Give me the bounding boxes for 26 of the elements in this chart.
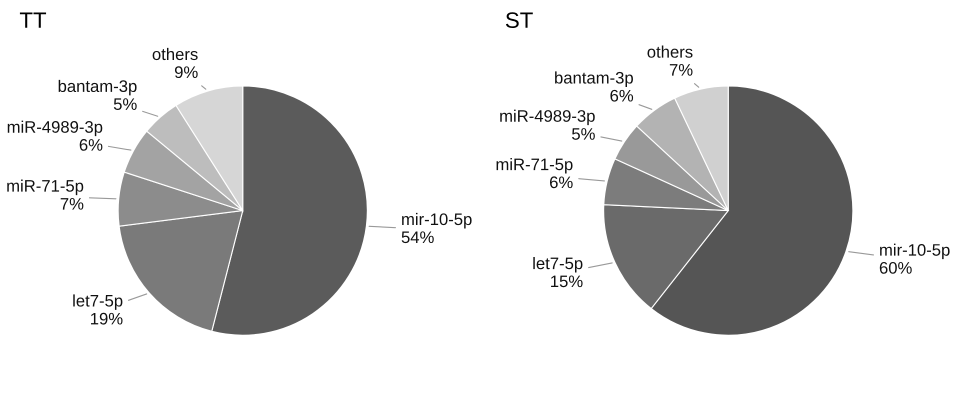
- slice-label: bantam-3p: [58, 80, 137, 96]
- slice-label: bantam-3p: [555, 71, 633, 87]
- slice-label: let7-5p: [73, 294, 122, 310]
- slice-label: miR-71-5p: [496, 158, 573, 174]
- data-label: 6%: [80, 139, 102, 151]
- slice-label: miR-4989-3p: [500, 110, 595, 126]
- data-label: 6%: [550, 176, 573, 188]
- slice-label: others: [152, 48, 198, 60]
- slice-label: mir-10-5p: [402, 212, 472, 228]
- data-label: 6%: [610, 90, 634, 102]
- slice-label: miR-4989-3p: [8, 120, 102, 136]
- chart-title: ST: [506, 12, 533, 28]
- data-label: 9%: [174, 66, 198, 78]
- data-label: 15%: [551, 275, 583, 288]
- slice-label: mir-10-5p: [880, 244, 950, 260]
- data-label: 7%: [670, 64, 693, 76]
- data-label: 7%: [60, 198, 84, 210]
- data-label: 19%: [91, 312, 123, 325]
- slice-label: miR-71-5p: [7, 180, 84, 196]
- slice-label: let7-5p: [533, 257, 582, 273]
- data-label: 5%: [572, 128, 595, 140]
- data-label: 54%: [402, 231, 434, 244]
- chart-title: TT: [20, 12, 46, 28]
- data-label: 60%: [880, 262, 912, 274]
- data-label: 5%: [114, 98, 137, 110]
- slice-label: others: [647, 46, 693, 58]
